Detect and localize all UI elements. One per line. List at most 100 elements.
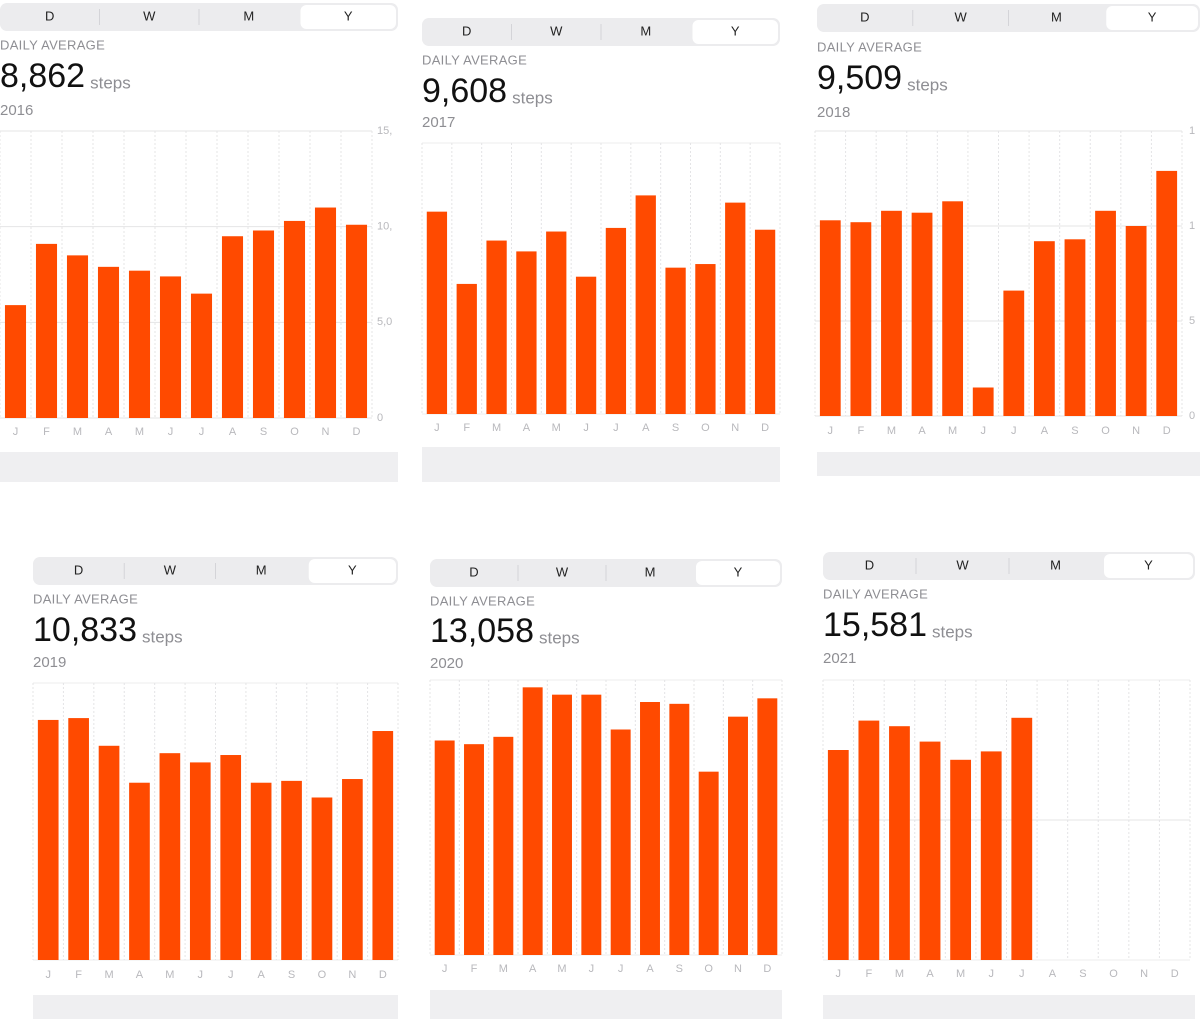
summary-label: DAILY AVERAGE [422, 52, 527, 67]
x-tick-label: A [529, 963, 537, 975]
x-tick-label: J [442, 963, 448, 975]
y-tick-label: 1 [1189, 220, 1195, 232]
bar [972, 387, 994, 416]
bar [35, 243, 58, 418]
y-tick-label: 5,0 [377, 316, 392, 328]
segment-label[interactable]: W [143, 8, 156, 23]
selected-segment [692, 20, 778, 44]
segment-label[interactable]: D [860, 9, 869, 24]
unit-label: steps [907, 75, 948, 94]
x-tick-label: F [75, 969, 82, 981]
footer-strip [817, 452, 1200, 476]
bar [68, 718, 89, 960]
y-tick-label: 5 [1189, 315, 1195, 327]
bar [372, 731, 394, 960]
x-tick-label: F [471, 963, 478, 975]
segment-label[interactable]: M [645, 564, 656, 579]
x-tick-label: F [866, 968, 873, 980]
bar [1033, 241, 1055, 416]
x-tick-label: J [589, 963, 595, 975]
bar [1156, 170, 1178, 416]
x-tick-label: J [613, 422, 619, 434]
summary-value: 9,608 [422, 72, 507, 110]
x-tick-label: M [492, 422, 501, 434]
unit-label: steps [512, 88, 553, 107]
segment-label[interactable]: W [550, 23, 563, 38]
x-tick-label: J [168, 426, 174, 438]
unit-label: steps [142, 627, 183, 646]
segment-label[interactable]: M [1050, 557, 1061, 572]
selected-segment [1104, 554, 1193, 578]
x-tick-label: M [73, 426, 82, 438]
bar [757, 698, 778, 955]
segment-label[interactable]: W [164, 562, 177, 577]
segment-label[interactable]: W [956, 557, 969, 572]
footer-strip [430, 990, 782, 1019]
bar [311, 797, 333, 960]
segment-label[interactable]: W [954, 9, 967, 24]
segment-label[interactable]: M [640, 23, 651, 38]
summary-value: 15,581 [823, 606, 927, 644]
bar [665, 267, 686, 414]
x-tick-label: A [926, 968, 934, 980]
bar [129, 782, 150, 960]
segment-label[interactable]: D [865, 557, 874, 572]
segment-label[interactable]: Y [348, 562, 357, 577]
x-tick-label: M [887, 425, 896, 437]
x-tick-label: S [672, 422, 679, 434]
segment-label[interactable]: D [45, 8, 54, 23]
footer-strip [33, 995, 398, 1019]
x-tick-label: D [1163, 425, 1171, 437]
x-tick-label: N [322, 426, 330, 438]
x-tick-label: O [290, 426, 299, 438]
x-tick-label: O [1101, 425, 1110, 437]
segment-label[interactable]: D [469, 564, 478, 579]
segment-label[interactable]: Y [1148, 9, 1157, 24]
subtitle: 2019 [33, 654, 66, 671]
subtitle: 2018 [817, 104, 850, 121]
segment-label[interactable]: Y [734, 564, 743, 579]
segment-label[interactable]: M [1051, 9, 1062, 24]
x-tick-label: M [895, 968, 904, 980]
y-tick-label: 10, [377, 221, 392, 233]
segment-label[interactable]: M [256, 562, 267, 577]
bar [942, 201, 964, 416]
bar [345, 224, 368, 418]
x-tick-label: F [43, 426, 50, 438]
footer-strip [823, 995, 1195, 1019]
unit-label: steps [539, 628, 580, 647]
x-tick-label: J [198, 969, 204, 981]
segment-label[interactable]: Y [731, 23, 740, 38]
segment-label[interactable]: D [462, 23, 471, 38]
x-tick-label: S [1071, 425, 1078, 437]
summary-value: 8,862 [0, 57, 85, 95]
bar [314, 207, 337, 418]
bar [1125, 226, 1147, 416]
bar [881, 210, 902, 416]
bar [159, 276, 182, 418]
bar [850, 222, 872, 416]
x-tick-label: N [731, 422, 739, 434]
summary-value: 13,058 [430, 612, 534, 650]
x-tick-label: J [988, 968, 994, 980]
segment-label[interactable]: Y [344, 8, 353, 23]
segment-label[interactable]: D [74, 562, 83, 577]
segment-label[interactable]: W [556, 564, 569, 579]
segment-label[interactable]: M [243, 8, 254, 23]
x-tick-label: A [105, 426, 113, 438]
footer-strip [422, 447, 780, 482]
x-tick-label: J [434, 422, 440, 434]
bar [97, 266, 120, 418]
segment-label[interactable]: Y [1144, 557, 1153, 572]
bar [669, 703, 690, 955]
bar [546, 231, 567, 414]
y-tick-label: 0 [377, 412, 383, 424]
footer-strip [0, 452, 398, 482]
bar [342, 779, 363, 960]
selected-segment [696, 561, 780, 585]
bar [456, 283, 477, 414]
summary-label: DAILY AVERAGE [33, 591, 138, 606]
summary-label: DAILY AVERAGE [0, 37, 105, 52]
